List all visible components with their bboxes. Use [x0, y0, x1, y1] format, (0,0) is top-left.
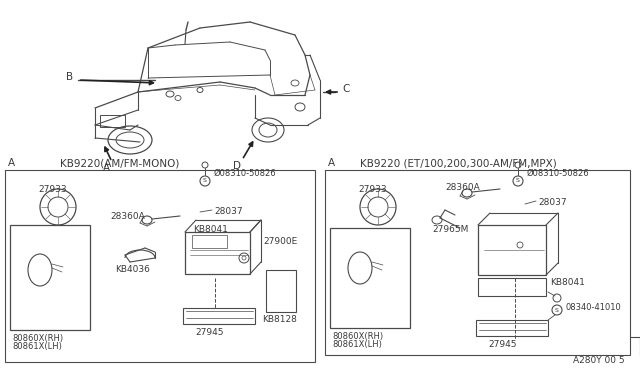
Text: 27900E: 27900E	[263, 237, 297, 246]
Bar	[330, 228, 410, 328]
Text: C: C	[342, 84, 349, 94]
Bar	[192, 235, 227, 248]
Text: 80860X(RH): 80860X(RH)	[332, 332, 383, 341]
Text: KB8128: KB8128	[262, 315, 297, 324]
Text: 28360A: 28360A	[110, 212, 145, 221]
Text: A: A	[102, 163, 109, 173]
Bar	[476, 320, 548, 336]
Text: 27945: 27945	[195, 328, 223, 337]
Text: 28360A: 28360A	[445, 183, 480, 192]
Text: 28037: 28037	[538, 198, 566, 207]
Bar	[183, 308, 255, 324]
Text: KB8041: KB8041	[193, 225, 228, 234]
Text: A: A	[328, 158, 335, 168]
Text: KB4036: KB4036	[115, 265, 150, 274]
Bar	[100, 115, 125, 127]
Text: B: B	[67, 72, 74, 82]
Text: 28037: 28037	[214, 207, 243, 216]
Text: S: S	[516, 179, 520, 183]
Text: KB9220 (ET/100,200,300-AM/FM,MPX): KB9220 (ET/100,200,300-AM/FM,MPX)	[360, 158, 557, 168]
Text: 08340-41010: 08340-41010	[565, 302, 621, 311]
Text: S: S	[203, 179, 207, 183]
Text: 27965M: 27965M	[432, 225, 468, 234]
Bar	[325, 170, 630, 355]
Text: A: A	[8, 158, 15, 168]
Text: 27945: 27945	[488, 340, 516, 349]
Text: 80861X(LH): 80861X(LH)	[12, 342, 62, 351]
Text: Ø08310-50826: Ø08310-50826	[214, 169, 276, 177]
Text: Ø08310-50826: Ø08310-50826	[527, 169, 589, 177]
Text: KB8041: KB8041	[550, 278, 585, 287]
Text: 80860X(RH): 80860X(RH)	[12, 334, 63, 343]
Text: D: D	[233, 161, 241, 171]
Bar	[5, 170, 315, 362]
Text: 80861X(LH): 80861X(LH)	[332, 340, 382, 349]
Text: 27933: 27933	[38, 185, 67, 194]
Text: S: S	[555, 308, 559, 312]
Bar	[185, 232, 250, 274]
Text: 27933: 27933	[358, 185, 387, 194]
Bar	[478, 225, 546, 275]
Bar	[10, 225, 90, 330]
Text: KB9220(AM/FM-MONO): KB9220(AM/FM-MONO)	[60, 158, 179, 168]
Text: A280Y 00 5: A280Y 00 5	[573, 356, 625, 365]
Bar	[478, 278, 546, 296]
Bar	[266, 270, 296, 312]
